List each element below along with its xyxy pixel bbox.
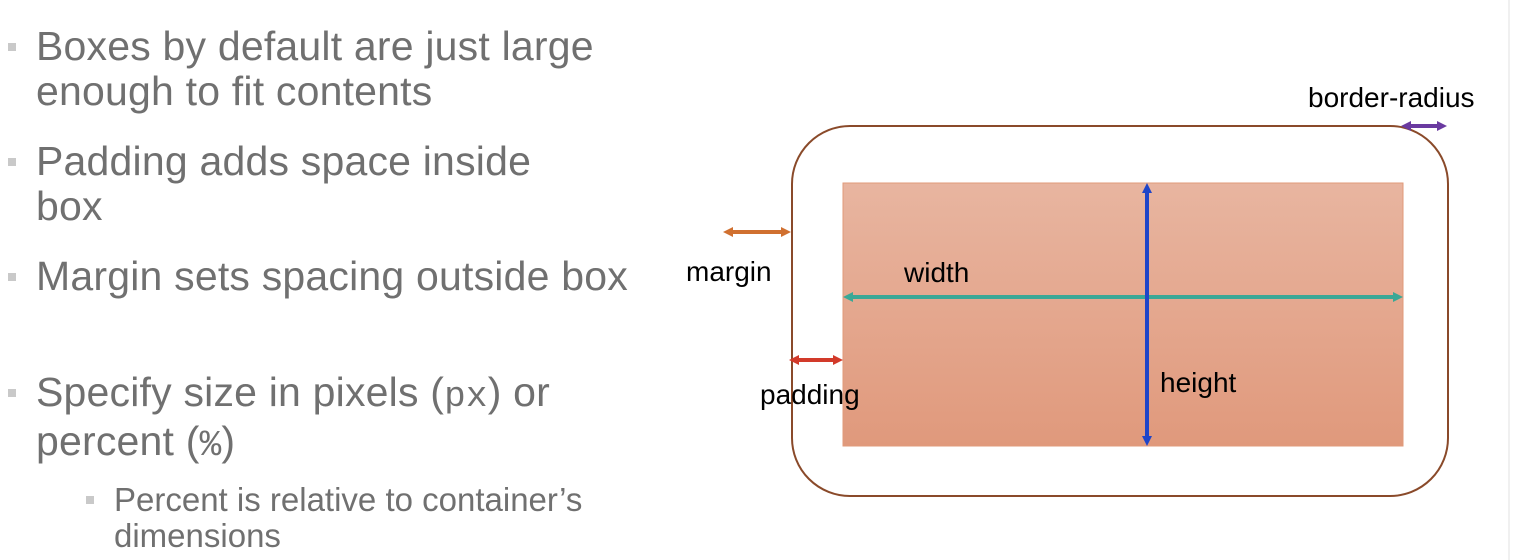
padding-label: padding [760,379,860,410]
bullet-item-3: Margin sets spacing outside box [8,254,648,299]
height-label: height [1160,367,1237,398]
bullet-list: Boxes by default are just large enough t… [0,0,680,560]
slide-edge [1508,0,1510,560]
width-label: width [904,257,970,288]
bullet-marker [8,158,16,166]
bullet-marker [8,273,16,281]
bullet-item-4: Specify size in pixels (px) or percent (… [8,370,628,468]
bullet-text: Specify size in pixels (px) or percent (… [8,370,628,468]
bullet-marker [8,389,16,397]
margin-label: margin [686,256,772,287]
bullet-marker [8,43,16,51]
bullet-text-part: ) [221,418,236,464]
sub-bullet-marker [86,496,94,504]
px-code: px [444,376,488,417]
box-model-diagram: border-radius margin width padding heigh… [660,60,1516,520]
sub-bullet-text: Percent is relative to container’s dimen… [114,481,583,554]
bullet-text: Margin sets spacing outside box [36,253,628,299]
content-box [842,182,1404,447]
box-model-svg [723,121,1449,497]
bullet-text-part: ) or percent ( [36,369,551,464]
bullet-text: Boxes by default are just large enough t… [36,23,594,114]
percent-code: % [199,425,222,466]
bullet-item-1: Boxes by default are just large enough t… [8,24,668,114]
bullet-item-2: Padding adds space inside box [8,139,608,229]
bullet-text-part: Specify size in pixels ( [36,369,445,415]
border-box [791,125,1449,497]
sub-bullet-item: Percent is relative to container’s dimen… [86,482,676,554]
border-radius-label: border-radius [1308,82,1475,113]
bullet-text: Padding adds space inside box [36,138,532,229]
